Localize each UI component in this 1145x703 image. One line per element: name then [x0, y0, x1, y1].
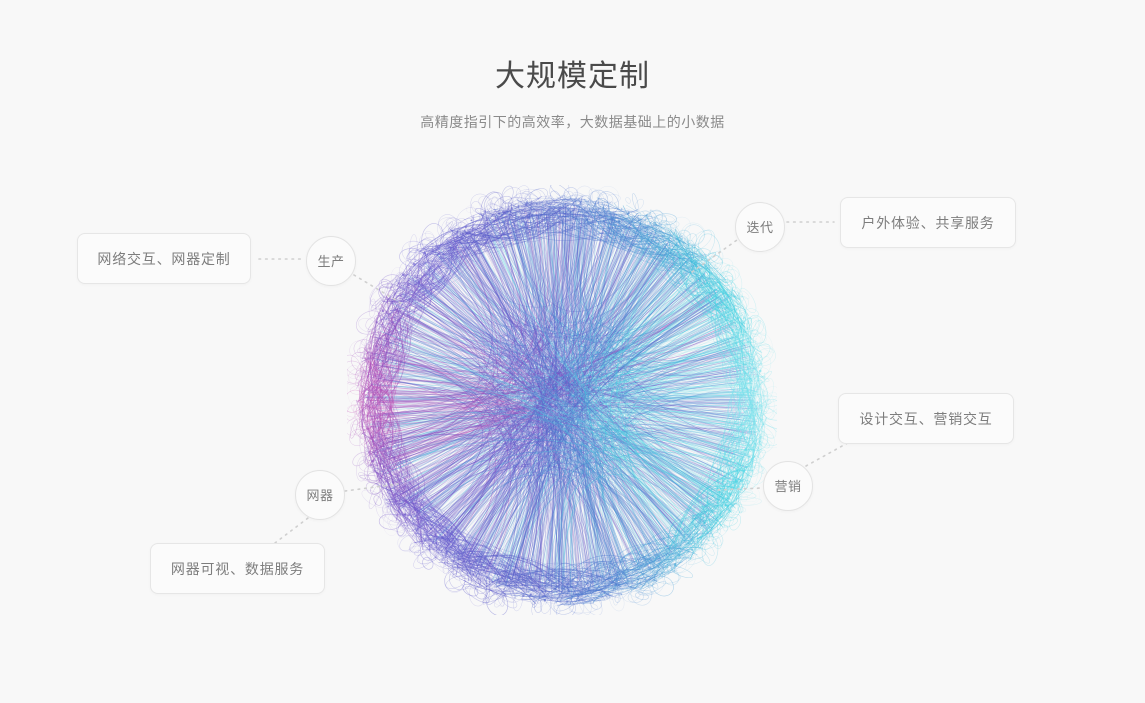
- node-iteration-label: 迭代: [746, 219, 774, 235]
- graph-edges: [347, 185, 777, 615]
- page-subtitle: 高精度指引下的高效率，大数据基础上的小数据: [420, 114, 725, 130]
- card-iteration-detail-text: 户外体验、共享服务: [861, 214, 995, 231]
- page-title: 大规模定制: [495, 60, 650, 93]
- card-iteration-detail[interactable]: 户外体验、共享服务: [840, 197, 1016, 248]
- node-marketing[interactable]: 营销: [763, 461, 813, 511]
- node-iteration[interactable]: 迭代: [735, 202, 785, 252]
- card-production-detail-text: 网络交互、网器定制: [97, 250, 231, 267]
- node-marketing-label: 营销: [774, 478, 802, 494]
- node-netware-label: 网器: [306, 487, 334, 503]
- connector-line: [274, 517, 309, 544]
- card-marketing-detail[interactable]: 设计交互、营销交互: [838, 393, 1014, 444]
- radial-graph-visualization: [347, 185, 777, 615]
- card-netware-detail-text: 网器可视、数据服务: [170, 560, 305, 577]
- node-production[interactable]: 生产: [306, 236, 356, 286]
- page-header: 大规模定制 高精度指引下的高效率，大数据基础上的小数据: [0, 0, 1145, 132]
- radial-graph-svg: [347, 185, 777, 615]
- node-netware[interactable]: 网器: [295, 470, 345, 520]
- card-production-detail[interactable]: 网络交互、网器定制: [77, 233, 251, 284]
- node-production-label: 生产: [317, 253, 345, 269]
- card-marketing-detail-text: 设计交互、营销交互: [859, 410, 993, 427]
- card-netware-detail[interactable]: 网器可视、数据服务: [150, 543, 325, 594]
